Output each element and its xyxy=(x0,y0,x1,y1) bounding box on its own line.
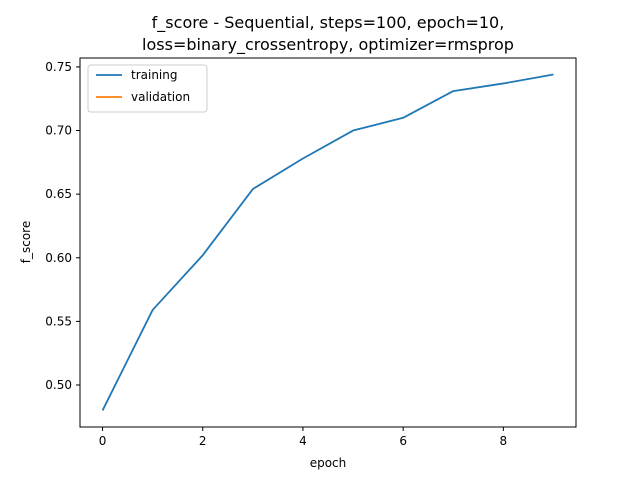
x-tick-label: 4 xyxy=(299,434,307,448)
y-axis: 0.50 0.55 0.60 0.65 0.70 0.75 xyxy=(45,60,80,392)
y-tick-label: 0.60 xyxy=(45,251,72,265)
chart-title-line-1: f_score - Sequential, steps=100, epoch=1… xyxy=(152,13,505,33)
y-tick-label: 0.50 xyxy=(45,378,72,392)
y-axis-label: f_score xyxy=(19,221,33,263)
x-tick-label: 8 xyxy=(500,434,508,448)
series-layer xyxy=(101,73,554,411)
legend-label-validation: validation xyxy=(131,90,190,104)
series-line-training xyxy=(101,73,554,411)
y-tick-label: 0.55 xyxy=(45,314,72,328)
x-tick-label: 2 xyxy=(199,434,207,448)
x-tick-label: 6 xyxy=(399,434,407,448)
legend-box xyxy=(87,64,208,113)
y-tick-label: 0.75 xyxy=(45,60,72,74)
x-tick-label: 0 xyxy=(99,434,107,448)
y-tick-label: 0.70 xyxy=(45,124,72,138)
y-tick-label: 0.65 xyxy=(45,187,72,201)
plot-frame xyxy=(79,57,577,428)
x-axis-label: epoch xyxy=(310,456,347,470)
legend: training validation xyxy=(87,64,208,113)
x-axis: 0 2 4 6 8 xyxy=(99,427,507,448)
legend-label-training: training xyxy=(131,68,178,82)
plot-area xyxy=(79,57,577,428)
chart-title-line-2: loss=binary_crossentropy, optimizer=rmsp… xyxy=(142,35,514,55)
